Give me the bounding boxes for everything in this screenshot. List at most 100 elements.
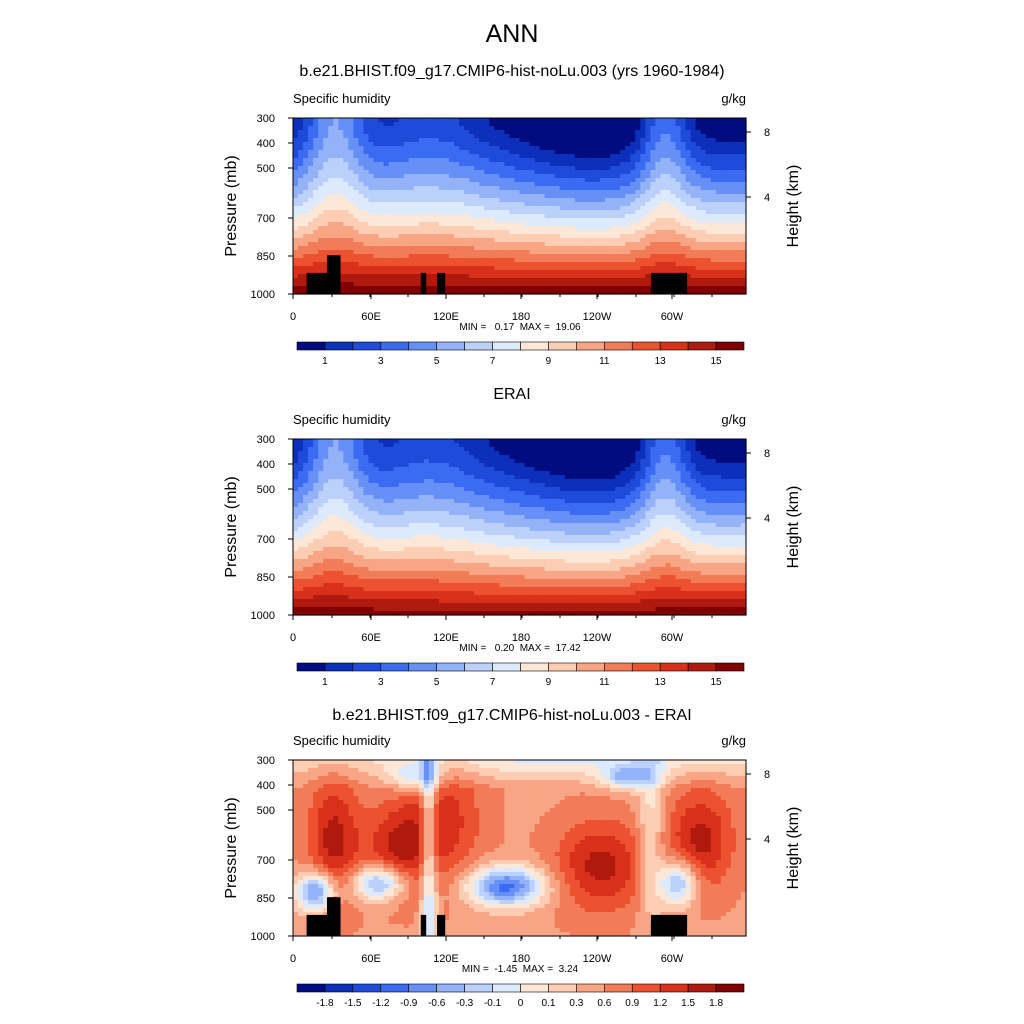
panel-1-xtick-label-2: 120E (433, 311, 459, 323)
panel-2-right-label: g/kg (721, 412, 746, 427)
panel-3-colorbar-label-5: -0.3 (456, 998, 474, 1009)
panel-3-colorbar-box (436, 983, 465, 993)
panel-3-ytick-label-400: 400 (257, 780, 275, 792)
panel-1-colorbar-label-0: 1 (322, 356, 328, 367)
panel-3-stats: MIN = -1.45 MAX = 3.24 (0, 964, 1024, 975)
panel-3-colorbar-box (380, 983, 410, 993)
panel-3-colorbar-box (464, 983, 493, 993)
panel-3-topography-peak (326, 897, 337, 936)
panel-2-frame (292, 438, 747, 616)
panel-3-frame (292, 759, 747, 937)
panel-2-ytick-label-850: 850 (257, 572, 275, 584)
panel-2-colorbar-label-5: 11 (599, 677, 610, 688)
panel-2-stats: MIN = 0.20 MAX = 17.42 (0, 643, 1024, 654)
panel-3-topography-4 (437, 914, 446, 936)
panel-2-xtick-label-5: 60W (661, 632, 684, 644)
panel-1-topography-peak (326, 255, 337, 294)
panel-1-ytick-label-500: 500 (257, 163, 275, 175)
panel-3-colorbar-box (548, 983, 577, 993)
panel-2-min-value: 0.20 (494, 643, 515, 654)
panel-2-ytick-label-1000: 1000 (251, 610, 275, 622)
panel-1-ytick-label-1000: 1000 (251, 289, 275, 301)
panel-2-ylabel: Pressure (mb) (223, 476, 240, 577)
panel-3-ytick-label-850: 850 (257, 893, 275, 905)
panel-3-colorbar-label-11: 0.9 (625, 998, 639, 1009)
panel-2-max-value: 17.42 (555, 643, 581, 654)
panel-2-colorbar-label-1: 3 (378, 677, 384, 688)
page-title: ANN (485, 20, 539, 48)
panel-1-colorbar-label-6: 13 (655, 356, 667, 367)
panel-1-frame (292, 117, 747, 295)
panel-3-ytick-label-1000: 1000 (251, 931, 275, 943)
panel-1-y2tick-label-4: 4 (764, 192, 770, 204)
panel-1-xtick-label-1: 60E (361, 311, 381, 323)
panel-2-ytick-label-300: 300 (257, 434, 275, 446)
panel-1-ytick-label-850: 850 (257, 251, 275, 263)
panel-2-title: ERAI (493, 386, 531, 403)
panel-3-ytick-label-700: 700 (257, 855, 275, 867)
panel-3-colorbar-label-4: -0.6 (428, 998, 446, 1009)
panel-1-xtick-label-0: 0 (290, 311, 296, 323)
panel-2-xtick-label-0: 0 (290, 632, 296, 644)
panel-3-title: b.e21.BHIST.f09_g17.CMIP6-hist-noLu.003 … (332, 707, 692, 724)
panel-3-max-label: MAX = (522, 964, 554, 975)
panel-2-colorbar-label-6: 13 (655, 677, 667, 688)
panel-3-colorbar-box (604, 983, 633, 993)
panel-3-colorbar-label-14: 1.8 (709, 998, 723, 1009)
panel-3-colorbar-label-7: 0 (518, 998, 524, 1009)
panel-2-colorbar-label-0: 1 (322, 677, 328, 688)
panel-1-topography-5 (650, 272, 688, 294)
panel-1-left-label: Specific humidity (293, 91, 391, 106)
panel-1-min-label: MIN = (459, 322, 487, 333)
panel-2-colorbar-label-2: 5 (434, 677, 440, 688)
panel-3-contour-field (293, 760, 747, 937)
panel-3-xtick-label-4: 120W (583, 953, 612, 965)
panel-3-colorbar-box (408, 983, 437, 993)
panel-3-xtick-label-1: 60E (361, 953, 381, 965)
panel-2-colorbar-label-4: 9 (546, 677, 552, 688)
panel-1-xtick-label-4: 120W (583, 311, 612, 323)
panel-3-colorbar-label-0: -1.8 (316, 998, 334, 1009)
panel-1-colorbar-label-4: 9 (546, 356, 552, 367)
panel-3-colorbar-box (492, 983, 521, 993)
panel-1-xtick-label-5: 60W (661, 311, 684, 323)
panel-2-ytick-label-700: 700 (257, 534, 275, 546)
panel-1-stats: MIN = 0.17 MAX = 19.06 (0, 322, 1024, 333)
panel-2-contour-field (293, 439, 747, 616)
panel-2-ytick-label-400: 400 (257, 459, 275, 471)
panel-1-colorbar-label-5: 11 (599, 356, 610, 367)
panel-2-ytick-label-500: 500 (257, 484, 275, 496)
panel-3-ytick-label-500: 500 (257, 805, 275, 817)
panel-2-left-label: Specific humidity (293, 412, 391, 427)
panel-3-left-label: Specific humidity (293, 733, 391, 748)
panel-3-colorbar-label-13: 1.5 (681, 998, 695, 1009)
panel-2-colorbar-box (715, 662, 745, 672)
panel-3-colorbar-box (715, 983, 745, 993)
panel-1-topography-3 (420, 272, 427, 294)
panel-3-topography-3 (420, 914, 427, 936)
panel-1-colorbar-label-1: 3 (378, 356, 384, 367)
panel-3-min-value: -1.45 (494, 964, 518, 975)
panel-3-colorbar-label-2: -1.2 (372, 998, 390, 1009)
panel-3-colorbar-label-12: 1.2 (653, 998, 667, 1009)
panel-1-ytick-label-300: 300 (257, 113, 275, 125)
panel-1-max-value: 19.06 (555, 322, 581, 333)
panel-3-colorbar-box (324, 983, 354, 993)
panel-3-colorbar-label-8: 0.1 (541, 998, 555, 1009)
panel-2-xtick-label-3: 180 (512, 632, 530, 644)
panel-2-xtick-label-1: 60E (361, 632, 381, 644)
panel-1-y2label: Height (km) (785, 165, 802, 248)
panel-3-ylabel: Pressure (mb) (223, 797, 240, 898)
panel-2-y2tick-label-4: 4 (764, 513, 770, 525)
panel-3-y2label: Height (km) (785, 807, 802, 890)
panel-3-colorbar-label-10: 0.6 (597, 998, 611, 1009)
panel-1-right-label: g/kg (721, 91, 746, 106)
panel-3-colorbar-box (631, 983, 661, 993)
panel-3-colorbar-label-1: -1.5 (344, 998, 362, 1009)
panel-3-y2tick-label-8: 8 (764, 769, 770, 781)
panel-3-xtick-label-2: 120E (433, 953, 459, 965)
panel-3-right-label: g/kg (721, 733, 746, 748)
panel-1-y2tick-label-8: 8 (764, 127, 770, 139)
panel-1-min-value: 0.17 (494, 322, 515, 333)
